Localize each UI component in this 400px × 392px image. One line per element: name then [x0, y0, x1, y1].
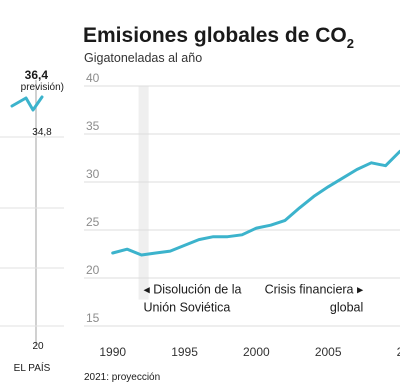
- annotation-text: global: [330, 301, 363, 315]
- chart-title-main: Emisiones globales de CO: [83, 24, 347, 47]
- y-tick-label: 20: [86, 263, 100, 277]
- series-layer: [111, 149, 400, 257]
- footnote: 2021: proyección: [84, 372, 160, 383]
- inset-low-label: 34,8: [32, 127, 52, 138]
- annotations: ◂ Disolución de la Unión Soviética Crisis …: [143, 283, 364, 315]
- y-tick-label: 35: [86, 119, 100, 133]
- y-tick-label: 15: [86, 311, 100, 325]
- inset-x-tick-label: 20: [32, 341, 44, 352]
- x-tick-label: 1990: [99, 345, 126, 359]
- chart-subtitle: Gigatoneladas al año: [84, 51, 202, 65]
- annotation-text: ◂ Disolución de la: [143, 283, 241, 297]
- x-tick-label: 2: [397, 345, 400, 359]
- chart-title-subscript: 2: [347, 36, 354, 51]
- y-axis-ticks: 15 20 25 30 35 40: [86, 71, 100, 325]
- inset-series-line: [10, 95, 44, 112]
- y-tick-label: 30: [86, 167, 100, 181]
- inset-value-label: 36,4: [25, 68, 49, 82]
- series-line: [111, 149, 400, 257]
- annotation-text: Crisis financiera ▸: [265, 283, 364, 297]
- y-tick-label: 25: [86, 215, 100, 229]
- annotation-text: Unión Soviética: [143, 301, 230, 315]
- annotation-band: [138, 86, 149, 300]
- gridlines: [84, 85, 400, 327]
- chart-title: Emisiones globales de CO2: [83, 24, 354, 51]
- source-label: EL PAÍS: [14, 361, 51, 374]
- x-tick-label: 2005: [315, 345, 342, 359]
- inset-value-note: previsión): [21, 82, 64, 93]
- x-tick-label: 1995: [171, 345, 198, 359]
- x-tick-label: 2000: [243, 345, 270, 359]
- inset-panel: 36,4 previsión) 34,8 20 EL PAÍS: [0, 68, 64, 374]
- x-axis-ticks: 1990 1995 2000 2005 2: [99, 345, 400, 359]
- y-tick-label: 40: [86, 71, 100, 85]
